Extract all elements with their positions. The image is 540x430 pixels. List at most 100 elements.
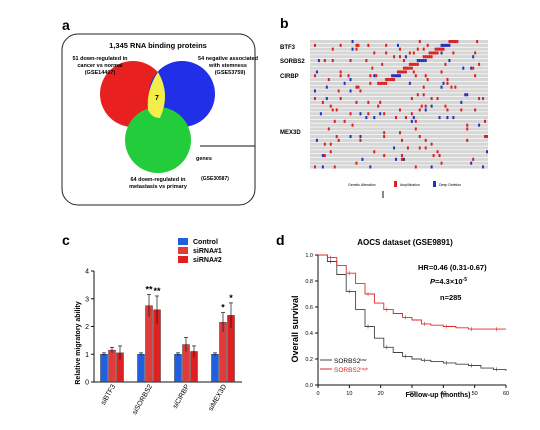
oncoprint-row <box>310 157 488 161</box>
oncoprint-cell <box>428 55 431 59</box>
oncoprint-cell <box>349 78 352 82</box>
oncoprint-cell <box>408 62 411 66</box>
oncoprint-cell <box>436 150 439 154</box>
km-legend-high-sup: high <box>360 366 368 371</box>
venn-overlap-region <box>147 72 166 118</box>
oncoprint-cell <box>397 43 399 47</box>
oncoprint-cell <box>436 97 439 101</box>
oncoprint-cell <box>416 47 419 51</box>
bar-y-tick-label: 0 <box>85 380 89 387</box>
km-xlabel: Follow-up (months) <box>406 392 471 399</box>
oncoprint-cell <box>333 165 336 169</box>
km-x-tick-label: 0 <box>316 391 319 397</box>
oncoprint-cell <box>418 108 421 112</box>
oncoprint-cell <box>404 70 407 74</box>
gene-label-sorbs2: SORBS2 <box>280 59 305 65</box>
oncoprint-row <box>310 135 488 139</box>
km-legend-low-sup: low <box>360 357 366 362</box>
set2-label-2: with stemness <box>208 63 247 69</box>
oncoprint-cell <box>486 135 488 139</box>
oncoprint-row <box>310 142 488 146</box>
oncoprint-cell <box>355 161 358 165</box>
oncoprint-cell <box>369 74 372 78</box>
km-x-tick-label: 50 <box>472 391 478 397</box>
km-y-tick-label: 0.0 <box>305 383 313 389</box>
oncoprint-cell <box>381 81 384 85</box>
set1-label-3: (GSE14407) <box>85 70 116 76</box>
oncoprint-cell <box>478 123 481 127</box>
oncoprint-cell <box>335 108 338 112</box>
oncoprint-cell <box>446 78 449 82</box>
oncoprint-cell <box>466 93 469 97</box>
oncoprint-cell <box>414 74 417 78</box>
oncoprint-cell <box>422 85 425 89</box>
oncoprint-cell <box>424 104 427 108</box>
km-y-tick-label: 0.8 <box>305 279 313 285</box>
oncoprint-cell <box>357 43 360 47</box>
oncoprint-row <box>310 119 488 123</box>
oncoprint-cell <box>452 40 455 44</box>
oncoprint-row <box>310 161 488 165</box>
panel-d: d AOCS dataset (GSE9891) HR=0.46 (0.31-0… <box>276 232 509 399</box>
km-x-tick-label: 10 <box>346 391 352 397</box>
oncoprint-cell <box>472 55 475 59</box>
legend-deep-deletion: Deep Deletion <box>439 183 461 187</box>
oncoprint-cell <box>367 43 370 47</box>
oncoprint-cell <box>462 66 465 70</box>
oncoprint-cell <box>412 70 415 74</box>
oncoprint-cell <box>412 62 415 66</box>
oncoprint-cell <box>323 142 326 146</box>
oncoprint-cell <box>339 43 342 47</box>
km-y-tick-label: 0.2 <box>305 357 313 363</box>
bar-legend-swatch <box>178 256 188 263</box>
oncoprint-cell <box>476 40 479 44</box>
oncoprint-cell <box>349 135 352 139</box>
km-legend-high-text: SORBS2 <box>334 367 361 374</box>
oncoprint-cell <box>395 74 398 78</box>
oncoprint-cell <box>448 40 451 44</box>
bar-y-tick-label: 4 <box>85 269 89 276</box>
oncoprint-cell <box>474 74 477 78</box>
oncoprint-cell <box>446 108 449 112</box>
bar-significance-mark: ** <box>153 286 161 296</box>
oncoprint-cell <box>351 40 354 44</box>
venn-set3-circle <box>125 107 191 173</box>
oncoprint-cell <box>377 104 380 108</box>
oncoprint-cell <box>391 78 394 82</box>
bar-significance-mark: * <box>221 303 225 313</box>
km-legend-low: SORBS2low <box>334 357 366 365</box>
panel-c: c Relative migratory ability Control siRN… <box>62 232 242 416</box>
oncoprint-cell <box>454 85 457 89</box>
oncoprint-cell <box>323 154 326 158</box>
oncoprint-cell <box>385 51 388 55</box>
legend-amplification: Amplification <box>400 183 420 187</box>
oncoprint-cell <box>355 85 358 89</box>
panel-a-label: a <box>62 17 70 33</box>
oncoprint-cell <box>404 116 407 120</box>
oncoprint-cell <box>329 142 332 146</box>
oncoprint-cell <box>393 146 396 150</box>
oncoprint-cell <box>434 51 437 55</box>
oncoprint-cell <box>387 78 390 82</box>
oncoprint-cell <box>430 97 433 101</box>
oncoprint-cell <box>373 74 376 78</box>
km-plot: 0.0 0.2 0.4 0.6 0.8 1.0 0 10 20 30 40 50 60 <box>305 253 509 397</box>
venn-legend-text: genes <box>196 156 212 162</box>
km-y-tick-label: 1.0 <box>305 253 313 259</box>
oncoprint-cell <box>395 116 398 120</box>
oncoprint-cell <box>404 55 407 59</box>
oncoprint-cell <box>486 150 488 154</box>
oncoprint-cell <box>400 154 403 158</box>
oncoprint-cell <box>440 51 443 55</box>
oncoprint-cell <box>343 119 346 123</box>
oncoprint-row <box>310 62 488 66</box>
oncoprint-cell <box>416 93 419 97</box>
venn-frame <box>61 33 256 206</box>
oncoprint-cell <box>434 47 437 51</box>
oncoprint-row <box>310 165 488 169</box>
oncoprint-cell <box>418 40 421 44</box>
oncoprint-cell <box>436 51 439 55</box>
oncoprint-cell <box>359 138 362 142</box>
oncoprint-cell <box>323 59 326 63</box>
oncoprint-cell <box>426 55 429 59</box>
